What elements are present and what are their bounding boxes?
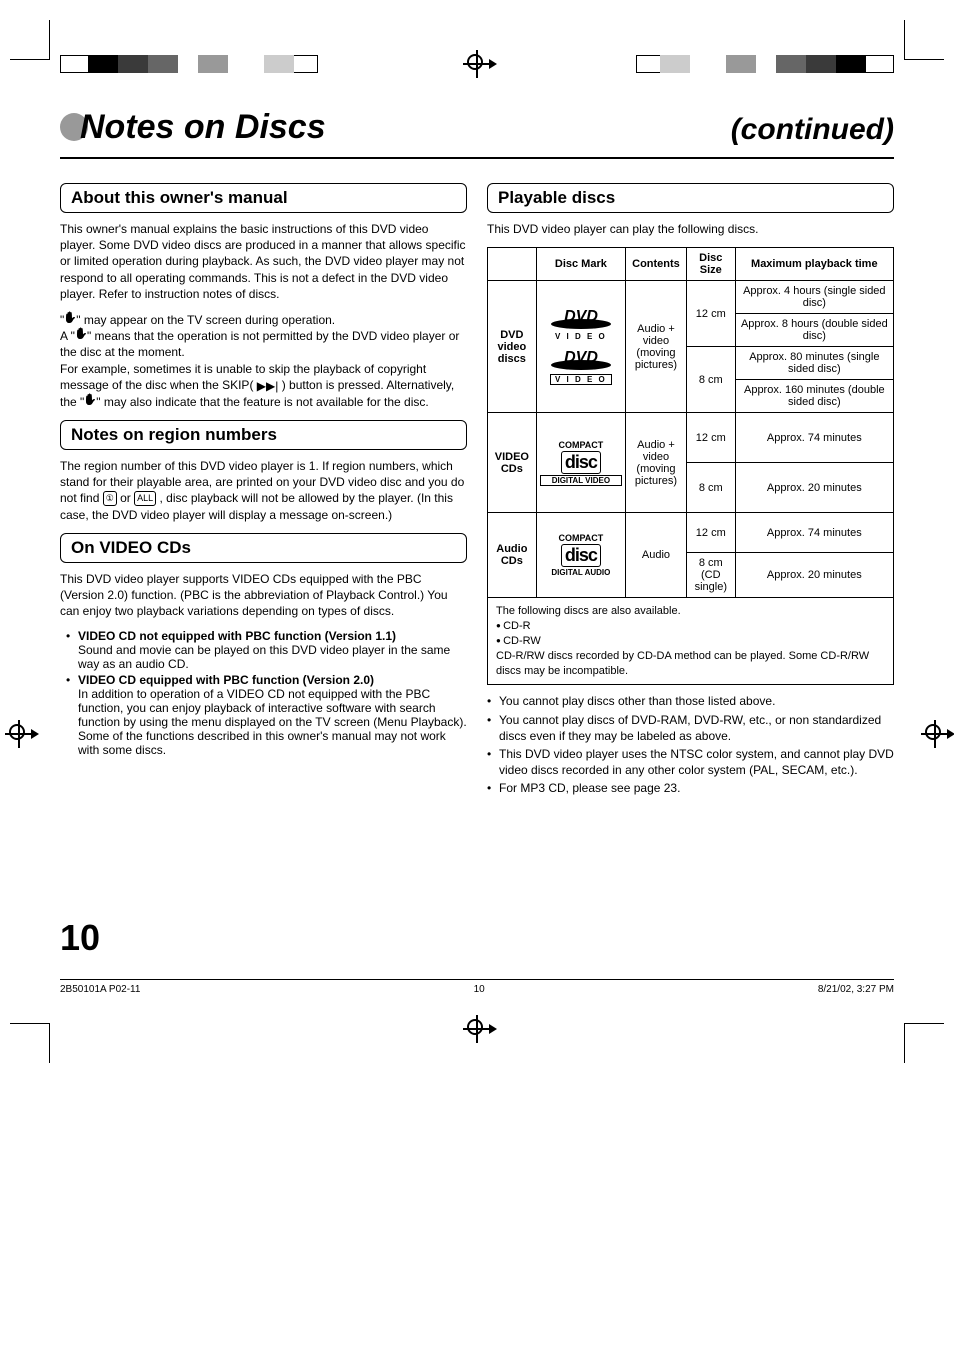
region-all-icon: ALL (134, 491, 156, 505)
note-3: This DVD video player uses the NTSC colo… (499, 746, 894, 778)
footer-right: 8/21/02, 3:27 PM (818, 984, 894, 995)
note-1: You cannot play discs other than those l… (499, 693, 775, 709)
hand-icon (75, 329, 87, 341)
row-dvd: DVD video discs (488, 281, 537, 413)
size-8-acd: 8 cm (CD single) (686, 553, 735, 598)
th-disc-mark: Disc Mark (536, 248, 625, 281)
video-cds-intro: This DVD video player supports VIDEO CDs… (60, 571, 467, 620)
row-vcd: VIDEO CDs (488, 413, 537, 513)
section-heading-video-cds: On VIDEO CDs (60, 533, 467, 563)
vcd-bullet1-title: VIDEO CD not equipped with PBC function … (78, 629, 396, 643)
time-acd-1: Approx. 74 minutes (735, 513, 893, 553)
page-title-continued: (continued) (731, 113, 894, 147)
th-contents: Contents (626, 248, 687, 281)
footnote-item1: CD-R (496, 619, 885, 634)
time-dvd-4: Approx. 160 minutes (double sided disc) (735, 380, 893, 413)
vcd-bullet1-body: Sound and movie can be played on this DV… (78, 643, 450, 671)
time-vcd-1: Approx. 74 minutes (735, 413, 893, 463)
section-heading-playable: Playable discs (487, 183, 894, 213)
table-footnote: The following discs are also available. … (487, 598, 894, 685)
time-dvd-2: Approx. 8 hours (double sided disc) (735, 314, 893, 347)
time-acd-2: Approx. 20 minutes (735, 553, 893, 598)
footer-center: 10 (474, 984, 485, 995)
mark-acd: COMPACT disc DIGITAL AUDIO (536, 513, 625, 598)
crop-mark-tl (10, 20, 50, 60)
crop-mark-br (904, 1023, 944, 1063)
th-disc-size: Disc Size (686, 248, 735, 281)
vcd-bullet2-title: VIDEO CD equipped with PBC function (Ver… (78, 673, 374, 687)
size-12-dvd: 12 cm (686, 281, 735, 347)
time-vcd-2: Approx. 20 minutes (735, 463, 893, 513)
playable-intro: This DVD video player can play the follo… (487, 221, 894, 237)
time-dvd-3: Approx. 80 minutes (single sided disc) (735, 347, 893, 380)
contents-vcd: Audio + video (moving pictures) (626, 413, 687, 513)
hand-icon (84, 395, 96, 407)
skip-forward-icon: ▶▶| (257, 378, 279, 394)
time-dvd-1: Approx. 4 hours (single sided disc) (735, 281, 893, 314)
right-column: Playable discs This DVD video player can… (487, 177, 894, 959)
playable-discs-table: Disc Mark Contents Disc Size Maximum pla… (487, 247, 894, 598)
title-rule (60, 157, 894, 159)
footer-left: 2B50101A P02-11 (60, 984, 140, 995)
contents-acd: Audio (626, 513, 687, 598)
note-4: For MP3 CD, please see page 23. (499, 780, 680, 796)
mark-dvd: DVD V I D E O DVD V I D E O (536, 281, 625, 413)
contents-dvd: Audio + video (moving pictures) (626, 281, 687, 413)
section-heading-region: Notes on region numbers (60, 420, 467, 450)
video-cd-bullet-list: • VIDEO CD not equipped with PBC functio… (66, 629, 467, 757)
dvd-logo-icon: DVD (546, 349, 616, 371)
svg-text:DVD: DVD (564, 308, 598, 325)
crosshair-icon (463, 1015, 491, 1043)
crosshair-icon (463, 50, 491, 78)
page-footer: 2B50101A P02-11 10 8/21/02, 3:27 PM (60, 979, 894, 995)
size-8-dvd: 8 cm (686, 347, 735, 413)
size-8-vcd: 8 cm (686, 463, 735, 513)
side-crosshair-right (921, 720, 949, 748)
note-2: You cannot play discs of DVD-RAM, DVD-RW… (499, 712, 894, 744)
section-heading-about: About this owner's manual (60, 183, 467, 213)
dvd-logo-icon: DVD (546, 308, 616, 330)
left-column: About this owner's manual This owner's m… (60, 177, 467, 959)
th-max-time: Maximum playback time (735, 248, 893, 281)
registration-row-top (60, 50, 894, 78)
registration-row-bottom (60, 1015, 894, 1043)
hand-icon (64, 313, 76, 325)
about-paragraph-1: This owner's manual explains the basic i… (60, 221, 467, 302)
footnote-lead: The following discs are also available. (496, 604, 885, 619)
playable-notes-list: •You cannot play discs other than those … (487, 693, 894, 796)
th-blank (488, 248, 537, 281)
page-title: Notes on Discs (60, 108, 326, 147)
about-paragraph-2: "" may appear on the TV screen during op… (60, 312, 467, 410)
footnote-item2: CD-RW (496, 634, 885, 649)
compact-disc-icon: COMPACT (540, 533, 622, 543)
mark-vcd: COMPACT disc DIGITAL VIDEO (536, 413, 625, 513)
size-12-vcd: 12 cm (686, 413, 735, 463)
crop-mark-tr (904, 20, 944, 60)
region-1-icon: ① (103, 491, 117, 505)
vcd-bullet2-body: In addition to operation of a VIDEO CD n… (78, 687, 467, 757)
svg-text:DVD: DVD (564, 349, 598, 366)
row-acd: Audio CDs (488, 513, 537, 598)
footnote-body: CD-R/RW discs recorded by CD-DA method c… (496, 649, 885, 679)
page-number: 10 (60, 917, 467, 959)
side-crosshair-left (5, 720, 33, 748)
crop-mark-bl (10, 1023, 50, 1063)
size-12-acd: 12 cm (686, 513, 735, 553)
compact-disc-icon: COMPACT (540, 440, 622, 450)
region-paragraph: The region number of this DVD video play… (60, 458, 467, 523)
